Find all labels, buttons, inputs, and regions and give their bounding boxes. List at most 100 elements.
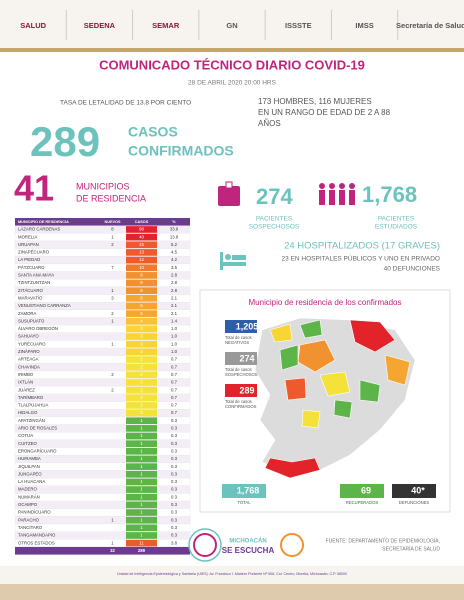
case-cell <box>126 478 157 486</box>
logos: SALUD SEDENA SEMAR GN ISSSTE IMSS Secretaría d… <box>20 10 464 40</box>
table-cell: 2.1 <box>171 295 178 300</box>
table-cell: VENUSTIANO CARRANZA <box>18 303 71 308</box>
table-cell: ARIO DE ROSALES <box>18 426 57 431</box>
table-cell: 1.0 <box>171 334 178 339</box>
column-header: NUEVOS <box>104 220 121 224</box>
table-cell: 10 <box>139 265 144 270</box>
table-total-cell: 32 <box>110 548 115 553</box>
table-cell: 3.8 <box>171 540 178 545</box>
case-cell <box>126 287 157 294</box>
table-cell: 1 <box>140 487 143 492</box>
legend-value: 289 <box>239 385 254 395</box>
case-cell <box>126 241 157 249</box>
case-cell <box>126 524 157 532</box>
table-cell: 0.3 <box>171 433 178 438</box>
table-cell: 2.8 <box>171 288 178 293</box>
confirmed-label: CONFIRMADOS <box>128 143 234 159</box>
table-cell: 0.3 <box>171 502 178 507</box>
bed-icon <box>220 252 246 270</box>
case-cell <box>126 409 157 417</box>
table-cell: URUAPAN <box>18 242 39 247</box>
table-cell: 0.3 <box>171 525 178 530</box>
table-cell: 13 <box>139 250 144 255</box>
table-cell: CHAVINDA <box>18 364 40 369</box>
case-cell <box>126 264 157 272</box>
legend-label: Total de casos <box>225 367 252 372</box>
table-cell: 0.3 <box>171 494 178 499</box>
total-label: RECUPERADOS <box>346 500 379 505</box>
table-cell: 2.8 <box>171 273 178 278</box>
suspected-label: PACIENTES <box>256 216 293 223</box>
title: COMUNICADO TÉCNICO DIARIO COVID-19 <box>99 57 365 72</box>
table-cell: 0.7 <box>171 410 178 415</box>
table-cell: ERONGARÍCUARO <box>18 448 57 453</box>
legend-value: 274 <box>239 353 254 363</box>
table-cell: HUIRAMBA <box>18 456 41 461</box>
table-cell: 1 <box>140 494 143 499</box>
column-header: MUNICIPIO DE RESIDENCIA <box>18 220 69 224</box>
table-cell: 8 <box>140 280 143 285</box>
legend-label: Total de casos <box>225 399 252 404</box>
table-cell: 0.3 <box>171 471 178 476</box>
table-cell: 1.0 <box>171 326 178 331</box>
legend-label: Total de casos <box>225 335 252 340</box>
table-cell: 6 <box>140 303 143 308</box>
total-value: 40* <box>411 485 425 495</box>
case-cell <box>126 532 157 539</box>
table-cell: 3 <box>140 341 143 346</box>
hospitalized: 24 HOSPITALIZADOS (17 GRAVES) <box>284 241 440 252</box>
table-cell: 1 <box>140 448 143 453</box>
table-cell: 15 <box>139 242 144 247</box>
table-cell: JUNGAPEO <box>18 471 42 476</box>
table-row <box>14 233 191 242</box>
table-cell: 3 <box>140 326 143 331</box>
case-cell <box>126 333 157 340</box>
lethality: TASA DE LETALIDAD DE 13.8 POR CIENTO <box>60 100 191 107</box>
table-row <box>14 378 191 387</box>
table-cell: 98 <box>139 227 144 232</box>
table-cell: 0.3 <box>171 418 178 423</box>
table-cell: 5.2 <box>171 242 178 247</box>
suspected-icon <box>218 181 240 206</box>
table-cell: 0.3 <box>171 479 178 484</box>
legend-box <box>225 384 257 397</box>
table-cell: 1 <box>111 540 114 545</box>
case-cell <box>126 440 157 447</box>
legend-box <box>225 352 257 365</box>
case-cell <box>126 279 157 287</box>
table-cell: OTROS ESTADOS <box>18 540 55 545</box>
table-cell: 1 <box>111 288 114 293</box>
table-cell: 0.7 <box>171 395 178 400</box>
legend-value: 1,205 <box>236 321 259 331</box>
table-cell: 3 <box>111 295 114 300</box>
table-cell: 1.0 <box>171 341 178 346</box>
table-cell: JUÁREZ <box>18 387 35 392</box>
table-cell: 2 <box>140 364 143 369</box>
table-cell: 1 <box>140 433 143 438</box>
table-cell: MORELIA <box>18 234 37 239</box>
table-cell: 1.4 <box>171 318 178 323</box>
table-cell: LA PIEDAD <box>18 257 40 262</box>
map <box>254 317 416 479</box>
deaths: 40 DEFUNCIONES <box>384 266 441 273</box>
table-row <box>14 500 191 509</box>
table-cell: 0.3 <box>171 487 178 492</box>
table-cell: 0.7 <box>171 380 178 385</box>
hospital-detail: 23 EN HOSPITALES PÚBLICOS Y UNO EN PRIVA… <box>282 254 440 263</box>
table-row <box>14 386 191 395</box>
table-cell: APATZINGÁN <box>18 418 45 423</box>
table-cell: 11 <box>139 540 144 545</box>
table-row <box>14 516 191 525</box>
table-cell: 8 <box>140 273 143 278</box>
table-row <box>14 347 191 356</box>
case-cell <box>126 310 157 317</box>
table-row <box>14 439 191 448</box>
case-cell <box>126 509 157 516</box>
suspected-label: SOSPECHOSOS <box>249 224 300 231</box>
table-row <box>14 493 191 502</box>
table-cell: SANTA ANA MAYA <box>18 273 54 278</box>
table-cell: ÁLVARO OBREGÓN <box>18 326 58 331</box>
logo: SEDENA <box>84 21 116 30</box>
table-cell: TZINTZUNTZAN <box>18 280 50 285</box>
